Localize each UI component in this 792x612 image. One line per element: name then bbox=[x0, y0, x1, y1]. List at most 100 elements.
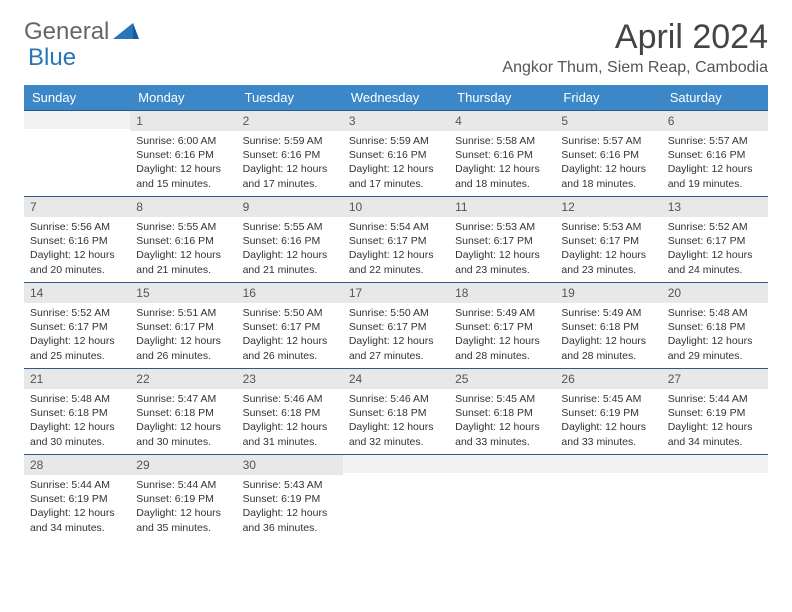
day-data-line: Daylight: 12 hours bbox=[561, 420, 655, 434]
day-data: Sunrise: 5:53 AMSunset: 6:17 PMDaylight:… bbox=[449, 217, 555, 280]
calendar-cell bbox=[555, 455, 661, 541]
day-data-line: Sunset: 6:17 PM bbox=[349, 234, 443, 248]
day-data-line: and 30 minutes. bbox=[136, 435, 230, 449]
day-number: 13 bbox=[662, 197, 768, 217]
day-data: Sunrise: 5:46 AMSunset: 6:18 PMDaylight:… bbox=[237, 389, 343, 452]
day-data-line: Sunrise: 5:51 AM bbox=[136, 306, 230, 320]
day-data-line: and 28 minutes. bbox=[455, 349, 549, 363]
day-data-line: Sunset: 6:16 PM bbox=[136, 234, 230, 248]
day-data: Sunrise: 5:59 AMSunset: 6:16 PMDaylight:… bbox=[343, 131, 449, 194]
calendar-row: 7Sunrise: 5:56 AMSunset: 6:16 PMDaylight… bbox=[24, 197, 768, 283]
day-data-line: Sunrise: 5:50 AM bbox=[349, 306, 443, 320]
day-number: 15 bbox=[130, 283, 236, 303]
day-data-line: Sunset: 6:16 PM bbox=[349, 148, 443, 162]
calendar-row: 14Sunrise: 5:52 AMSunset: 6:17 PMDayligh… bbox=[24, 283, 768, 369]
day-number: 27 bbox=[662, 369, 768, 389]
calendar-cell bbox=[343, 455, 449, 541]
calendar-table: Sunday Monday Tuesday Wednesday Thursday… bbox=[24, 85, 768, 541]
calendar-cell: 4Sunrise: 5:58 AMSunset: 6:16 PMDaylight… bbox=[449, 111, 555, 197]
day-number: 19 bbox=[555, 283, 661, 303]
day-data-line: Sunset: 6:18 PM bbox=[243, 406, 337, 420]
calendar-row: 21Sunrise: 5:48 AMSunset: 6:18 PMDayligh… bbox=[24, 369, 768, 455]
day-data-line: Sunrise: 5:47 AM bbox=[136, 392, 230, 406]
day-data-line: Daylight: 12 hours bbox=[668, 420, 762, 434]
day-data: Sunrise: 5:57 AMSunset: 6:16 PMDaylight:… bbox=[662, 131, 768, 194]
day-number: 6 bbox=[662, 111, 768, 131]
day-data-line: and 24 minutes. bbox=[668, 263, 762, 277]
day-number bbox=[24, 111, 130, 129]
day-number: 18 bbox=[449, 283, 555, 303]
calendar-cell: 6Sunrise: 5:57 AMSunset: 6:16 PMDaylight… bbox=[662, 111, 768, 197]
day-data-line: Sunrise: 5:45 AM bbox=[561, 392, 655, 406]
day-data-line: Sunrise: 5:59 AM bbox=[243, 134, 337, 148]
day-data-line: Sunrise: 5:58 AM bbox=[455, 134, 549, 148]
day-number: 2 bbox=[237, 111, 343, 131]
day-data-line: and 32 minutes. bbox=[349, 435, 443, 449]
weekday-header: Monday bbox=[130, 85, 236, 111]
calendar-cell: 22Sunrise: 5:47 AMSunset: 6:18 PMDayligh… bbox=[130, 369, 236, 455]
day-number: 20 bbox=[662, 283, 768, 303]
day-data: Sunrise: 5:57 AMSunset: 6:16 PMDaylight:… bbox=[555, 131, 661, 194]
day-data-line: Sunrise: 5:56 AM bbox=[30, 220, 124, 234]
day-data-line: Sunrise: 5:52 AM bbox=[30, 306, 124, 320]
day-data-line: Sunrise: 5:45 AM bbox=[455, 392, 549, 406]
day-data: Sunrise: 5:47 AMSunset: 6:18 PMDaylight:… bbox=[130, 389, 236, 452]
day-data-line: Daylight: 12 hours bbox=[30, 506, 124, 520]
weekday-header: Friday bbox=[555, 85, 661, 111]
day-data-line: Daylight: 12 hours bbox=[136, 248, 230, 262]
day-data-line: Sunset: 6:18 PM bbox=[349, 406, 443, 420]
day-data-line: Sunset: 6:18 PM bbox=[455, 406, 549, 420]
title-block: April 2024 Angkor Thum, Siem Reap, Cambo… bbox=[502, 18, 768, 77]
day-data-line: Sunrise: 5:44 AM bbox=[30, 478, 124, 492]
day-data-line: Daylight: 12 hours bbox=[349, 248, 443, 262]
day-data-line: Daylight: 12 hours bbox=[668, 248, 762, 262]
day-number: 26 bbox=[555, 369, 661, 389]
day-data-line: Daylight: 12 hours bbox=[561, 334, 655, 348]
day-data-line: Sunrise: 5:59 AM bbox=[349, 134, 443, 148]
day-data-line: Daylight: 12 hours bbox=[349, 334, 443, 348]
day-data-line: Sunrise: 5:53 AM bbox=[561, 220, 655, 234]
day-data bbox=[555, 473, 661, 479]
calendar-cell: 28Sunrise: 5:44 AMSunset: 6:19 PMDayligh… bbox=[24, 455, 130, 541]
day-data-line: Sunset: 6:19 PM bbox=[668, 406, 762, 420]
day-data-line: Sunset: 6:16 PM bbox=[243, 148, 337, 162]
day-data-line: Daylight: 12 hours bbox=[349, 162, 443, 176]
day-data-line: Daylight: 12 hours bbox=[561, 162, 655, 176]
day-data-line: and 18 minutes. bbox=[455, 177, 549, 191]
day-data: Sunrise: 5:52 AMSunset: 6:17 PMDaylight:… bbox=[24, 303, 130, 366]
day-data-line: Daylight: 12 hours bbox=[455, 162, 549, 176]
calendar-cell: 24Sunrise: 5:46 AMSunset: 6:18 PMDayligh… bbox=[343, 369, 449, 455]
day-data-line: Daylight: 12 hours bbox=[561, 248, 655, 262]
day-data-line: and 18 minutes. bbox=[561, 177, 655, 191]
day-number: 30 bbox=[237, 455, 343, 475]
day-data-line: Sunset: 6:17 PM bbox=[668, 234, 762, 248]
day-data-line: Daylight: 12 hours bbox=[136, 420, 230, 434]
day-data-line: Sunset: 6:18 PM bbox=[30, 406, 124, 420]
day-data-line: Sunrise: 5:55 AM bbox=[243, 220, 337, 234]
location: Angkor Thum, Siem Reap, Cambodia bbox=[502, 59, 768, 77]
day-data-line: Sunrise: 5:48 AM bbox=[668, 306, 762, 320]
day-data-line: and 19 minutes. bbox=[668, 177, 762, 191]
day-data-line: Sunrise: 5:46 AM bbox=[243, 392, 337, 406]
day-number: 14 bbox=[24, 283, 130, 303]
calendar-cell: 12Sunrise: 5:53 AMSunset: 6:17 PMDayligh… bbox=[555, 197, 661, 283]
day-data-line: Daylight: 12 hours bbox=[136, 162, 230, 176]
day-data: Sunrise: 5:55 AMSunset: 6:16 PMDaylight:… bbox=[237, 217, 343, 280]
day-data-line: Daylight: 12 hours bbox=[349, 420, 443, 434]
day-data: Sunrise: 5:58 AMSunset: 6:16 PMDaylight:… bbox=[449, 131, 555, 194]
day-data-line: Daylight: 12 hours bbox=[136, 334, 230, 348]
day-number: 8 bbox=[130, 197, 236, 217]
weekday-header: Tuesday bbox=[237, 85, 343, 111]
day-data-line: Sunrise: 5:43 AM bbox=[243, 478, 337, 492]
day-data: Sunrise: 5:45 AMSunset: 6:18 PMDaylight:… bbox=[449, 389, 555, 452]
day-data-line: and 35 minutes. bbox=[136, 521, 230, 535]
day-data-line: Sunset: 6:18 PM bbox=[561, 320, 655, 334]
day-number: 28 bbox=[24, 455, 130, 475]
day-data-line: Sunset: 6:19 PM bbox=[243, 492, 337, 506]
calendar-cell: 18Sunrise: 5:49 AMSunset: 6:17 PMDayligh… bbox=[449, 283, 555, 369]
day-data-line: Sunset: 6:18 PM bbox=[136, 406, 230, 420]
day-data-line: Sunset: 6:16 PM bbox=[30, 234, 124, 248]
day-data-line: and 15 minutes. bbox=[136, 177, 230, 191]
day-number: 10 bbox=[343, 197, 449, 217]
calendar-cell: 25Sunrise: 5:45 AMSunset: 6:18 PMDayligh… bbox=[449, 369, 555, 455]
